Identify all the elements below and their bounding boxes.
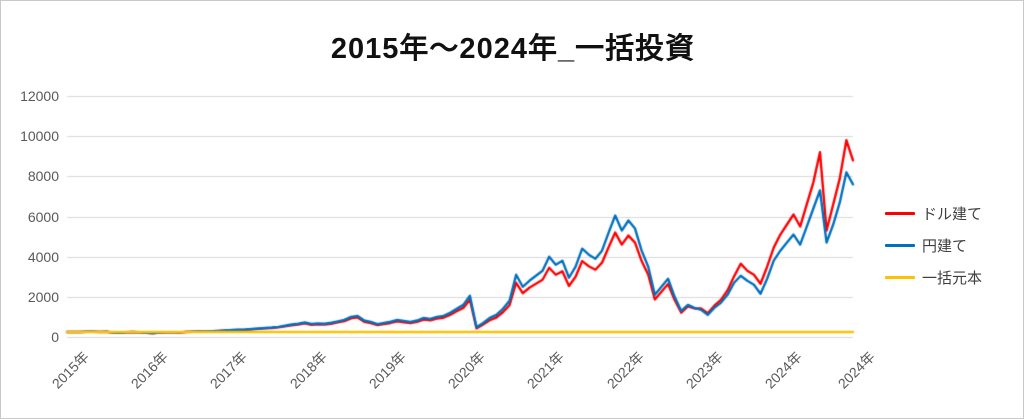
chart-title: 2015年～2024年_一括投資	[330, 33, 696, 65]
legend-item-principal: 一括元本	[885, 268, 982, 287]
y-axis-label: 4000	[27, 248, 59, 265]
legend-line-swatch-yen	[885, 244, 915, 247]
y-axis-label: 10000	[20, 128, 59, 145]
y-axis-label: 8000	[27, 168, 59, 185]
legend-item-dollar: ドル建て	[885, 204, 982, 223]
y-axis-label: 6000	[27, 208, 59, 225]
legend-label-yen: 円建て	[922, 238, 968, 255]
legend-line-swatch-principal	[885, 276, 915, 279]
legend: ドル建て 円建て 一括元本	[885, 204, 982, 287]
y-axis-label: 12000	[20, 88, 59, 104]
legend-label-dollar: ドル建て	[922, 206, 983, 223]
legend-item-yen: 円建て	[885, 236, 982, 255]
legend-line-swatch-dollar	[885, 212, 915, 215]
legend-label-principal: 一括元本	[922, 270, 983, 287]
y-axis-label: 0	[51, 329, 59, 345]
y-axis-label: 2000	[27, 288, 59, 305]
